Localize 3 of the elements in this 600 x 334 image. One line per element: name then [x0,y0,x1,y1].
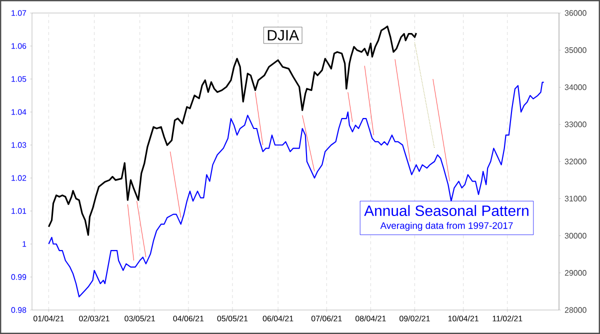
series-label: DJIA [268,30,300,40]
annotation: Averaging data from 1997-2017 [380,222,513,231]
series-label: Annual Seasonal Pattern [364,205,528,216]
